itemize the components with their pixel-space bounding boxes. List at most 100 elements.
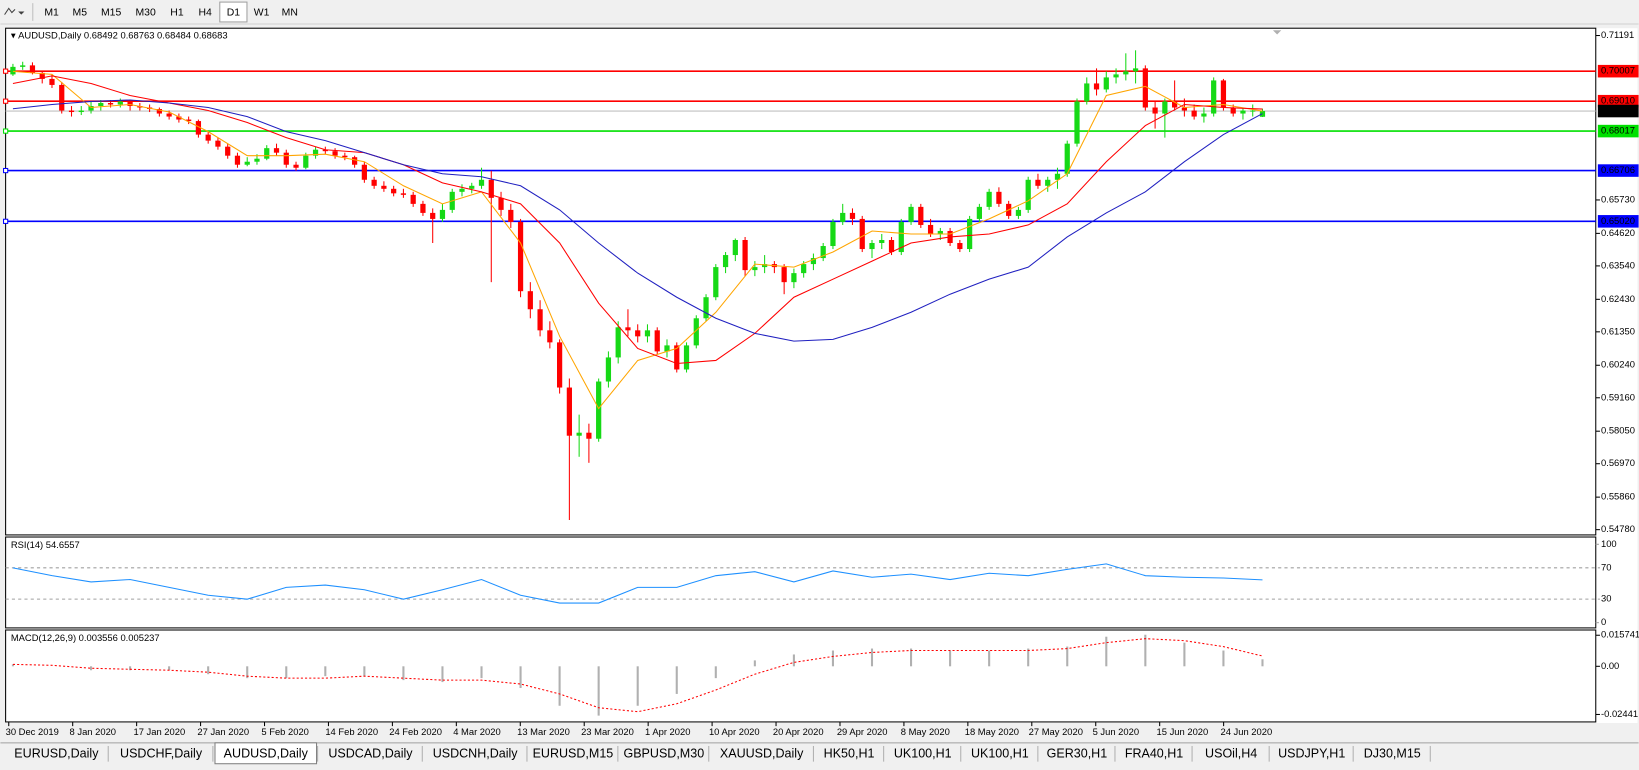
close-value: 0.68683 (194, 30, 228, 41)
candle-body (713, 267, 719, 298)
candle-body (498, 197, 504, 210)
candle-body (1240, 110, 1246, 114)
candle-body (937, 230, 943, 234)
tab[interactable]: EURUSD,M15 (533, 747, 614, 761)
tab[interactable]: GER30,H1 (1047, 747, 1108, 761)
candle-body (908, 206, 914, 222)
rsi-tick-label: 0 (1601, 616, 1606, 627)
tab[interactable]: USDCNH,Daily (433, 747, 519, 761)
tab[interactable]: AUDUSD,Daily (224, 747, 309, 761)
tab[interactable]: HK50,H1 (824, 747, 875, 761)
x-tick-label: 8 May 2020 (901, 726, 950, 737)
tab[interactable]: EURUSD,Daily (14, 747, 99, 761)
candle-body (469, 185, 475, 189)
tab[interactable]: USDCHF,Daily (120, 747, 203, 761)
candle-body (791, 273, 797, 283)
candle-body (996, 191, 1002, 204)
y-tick-label: 0.54780 (1601, 523, 1635, 534)
tab[interactable]: UK100,H1 (971, 747, 1029, 761)
macd-panel (5, 629, 1597, 723)
x-tick-label: 17 Jan 2020 (134, 726, 186, 737)
x-tick-label: 8 Jan 2020 (70, 726, 116, 737)
y-tick-label: 0.71191 (1601, 29, 1634, 40)
timeframe-button[interactable]: W1 (254, 7, 270, 18)
candle-body (781, 267, 787, 283)
candle-body (1015, 209, 1022, 216)
candle-body (29, 65, 36, 73)
candle-body (1025, 179, 1031, 210)
x-tick-label: 15 Jun 2020 (1157, 726, 1209, 737)
rsi-panel (5, 536, 1597, 629)
level-label: 0.69010 (1601, 95, 1635, 106)
y-tick-label: 0.56970 (1601, 457, 1635, 468)
tab[interactable]: XAUUSD,Daily (720, 747, 804, 761)
tool-dropdown[interactable] (18, 11, 25, 15)
candle-body (264, 148, 270, 159)
level-handle (3, 98, 9, 104)
candle-body (371, 179, 377, 186)
candle-body (332, 151, 338, 156)
candle-body (557, 342, 563, 388)
tab[interactable]: GBPUSD,M30 (623, 747, 704, 761)
tab[interactable]: FRA40,H1 (1125, 747, 1183, 761)
y-tick-label: 0.63540 (1601, 259, 1635, 270)
timeframe-button[interactable]: H1 (170, 7, 184, 18)
candle-body (801, 264, 807, 274)
candle-body (1103, 77, 1109, 90)
timeframe-button[interactable]: M15 (101, 7, 121, 18)
rsi-tick-label: 30 (1601, 593, 1611, 604)
tab[interactable]: DJ30,M15 (1364, 747, 1421, 761)
candle-body (68, 110, 75, 113)
candle-body (488, 179, 494, 198)
macd-tick-label: 0.00 (1601, 660, 1619, 671)
timeframe-button[interactable]: D1 (227, 7, 241, 18)
timeframe-button[interactable]: M5 (73, 7, 88, 18)
timeframe-button[interactable]: M30 (135, 7, 155, 18)
timeframe-button[interactable]: MN (282, 7, 298, 18)
candle-body (381, 185, 387, 189)
tab[interactable]: UK100,H1 (894, 747, 952, 761)
candle-body (361, 164, 367, 180)
x-tick-label: 18 May 2020 (965, 726, 1019, 737)
candle-body (1064, 143, 1070, 174)
candle-body (430, 212, 436, 219)
level-label: 0.68017 (1601, 125, 1635, 136)
candle-body (888, 240, 895, 253)
level-label-bg (1597, 64, 1639, 78)
main-panel (5, 27, 1597, 536)
candle-body (1211, 80, 1217, 114)
candle-body (234, 155, 241, 165)
timeframe-button[interactable]: H4 (198, 7, 212, 18)
tab[interactable]: USOil,H4 (1205, 747, 1257, 761)
tab[interactable]: USDJPY,H1 (1278, 747, 1345, 761)
timeframe-button[interactable]: M1 (44, 7, 59, 18)
candle-body (840, 212, 846, 222)
candle-body (674, 345, 680, 370)
candle-body (683, 345, 690, 370)
candle-body (762, 264, 768, 268)
candle-body (400, 193, 407, 195)
candle-body (615, 327, 621, 358)
candle-body (508, 209, 514, 222)
candle-body (605, 357, 612, 382)
candle-body (547, 330, 553, 343)
level-label-bg (1597, 94, 1639, 108)
candle-body (869, 243, 875, 250)
candle-body (1123, 71, 1129, 75)
candle-body (186, 119, 192, 122)
chart-header: ▾ AUDUSD,Daily 0.68492 0.68763 0.68484 0… (11, 30, 228, 41)
candle-body (820, 246, 826, 259)
timeframe-active (219, 1, 248, 23)
tab[interactable]: USDCAD,Daily (328, 747, 413, 761)
candle-body (342, 155, 348, 158)
candle-body (1035, 179, 1041, 186)
chart-bg (5, 28, 1638, 723)
candle-body (976, 206, 982, 219)
candle-body (39, 72, 45, 79)
x-tick-label: 20 Apr 2020 (773, 726, 824, 737)
candle-body (810, 258, 817, 265)
candle-body (576, 432, 582, 436)
candle-body (967, 218, 973, 250)
candle-body (732, 240, 738, 256)
tool-icon[interactable] (4, 7, 16, 15)
